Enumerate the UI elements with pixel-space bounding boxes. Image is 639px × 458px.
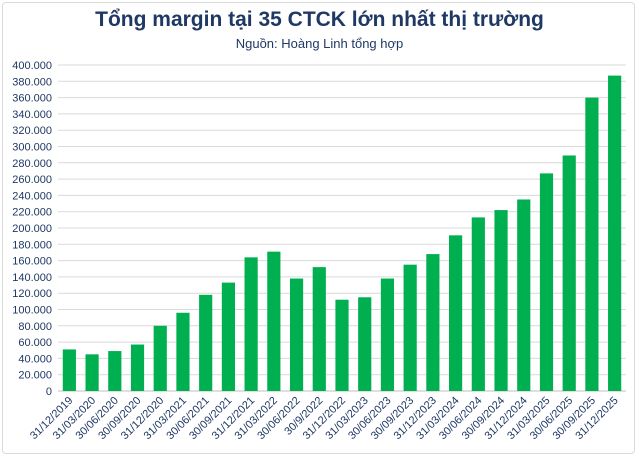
bar <box>130 344 145 391</box>
y-tick-label: 0 <box>46 386 52 398</box>
bar <box>494 210 508 391</box>
y-tick-label: 220.000 <box>12 207 52 219</box>
bar <box>335 299 349 391</box>
bar <box>471 217 485 391</box>
bar <box>426 254 440 391</box>
y-tick-label: 340.000 <box>12 109 52 121</box>
bar <box>517 199 531 391</box>
y-tick-label: 180.000 <box>12 239 52 251</box>
y-tick-label: 100.000 <box>12 305 52 317</box>
bar <box>108 351 122 391</box>
y-axis-ticks: 0 20.000 40.000 60.000 80.000 100.000 120.000 1… <box>12 60 52 398</box>
bar <box>85 354 99 391</box>
bar <box>562 155 576 391</box>
bar <box>244 257 258 391</box>
bar <box>153 325 167 391</box>
bar <box>199 294 213 391</box>
y-tick-label: 260.000 <box>12 174 52 186</box>
bar <box>221 282 235 391</box>
y-tick-label: 200.000 <box>12 223 52 235</box>
bar <box>449 235 463 391</box>
y-tick-label: 60.000 <box>18 337 52 349</box>
bar <box>608 75 622 391</box>
bar <box>358 297 372 391</box>
bar <box>289 278 304 391</box>
y-tick-label: 160.000 <box>12 256 52 268</box>
bar <box>380 278 395 391</box>
bar <box>539 173 554 391</box>
bar <box>585 97 599 391</box>
chart-title: Tổng margin tại 35 CTCK lớn nhất thị trư… <box>95 8 544 31</box>
y-tick-label: 380.000 <box>12 76 52 88</box>
y-tick-label: 140.000 <box>12 272 52 284</box>
y-tick-label: 280.000 <box>12 158 52 170</box>
bar-layer <box>62 75 622 391</box>
y-tick-label: 120.000 <box>12 288 52 300</box>
bar <box>312 267 326 391</box>
y-tick-label: 400.000 <box>12 60 52 72</box>
y-tick-label: 80.000 <box>18 321 52 333</box>
bar <box>176 312 190 391</box>
y-tick-label: 300.000 <box>12 142 52 154</box>
x-axis-ticks: 31/12/201931/03/202030/06/202030/09/2020… <box>28 395 621 442</box>
y-tick-label: 20.000 <box>18 370 52 382</box>
y-tick-label: 320.000 <box>12 125 52 137</box>
y-tick-label: 40.000 <box>18 353 52 365</box>
bar <box>403 264 417 391</box>
y-tick-label: 360.000 <box>12 93 52 105</box>
bar <box>267 251 281 391</box>
bar <box>62 349 76 391</box>
y-tick-label: 240.000 <box>12 190 52 202</box>
chart-subtitle: Nguồn: Hoàng Linh tổng hợp <box>235 36 404 51</box>
